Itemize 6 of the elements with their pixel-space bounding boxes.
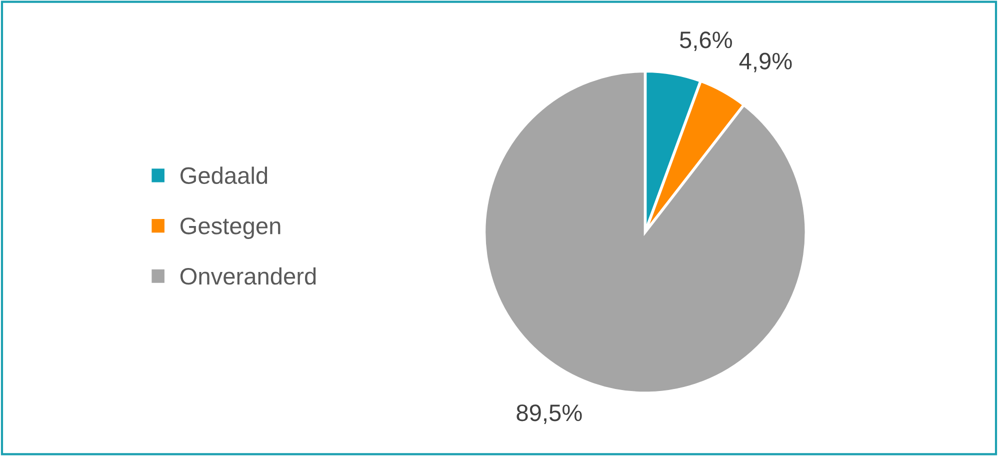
legend-label: Onveranderd xyxy=(180,267,316,285)
data-label: 89,5% xyxy=(516,404,582,424)
legend-label: Gestegen xyxy=(180,218,280,240)
data-label: 5,6% xyxy=(680,32,732,52)
data-label: 4,9% xyxy=(739,52,792,72)
legend-label: Gedaald xyxy=(180,166,268,184)
